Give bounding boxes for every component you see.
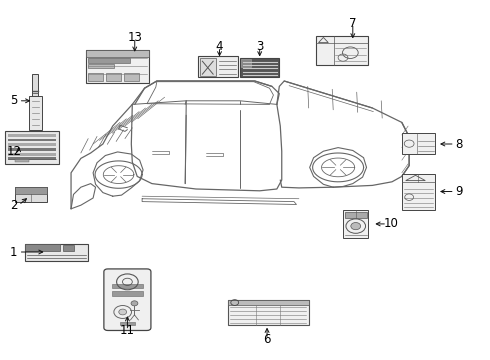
Bar (112, 292, 143, 296)
Text: 12: 12 (6, 145, 21, 158)
Bar (88, 64, 114, 68)
Text: 9: 9 (455, 185, 463, 198)
Bar (8, 134, 56, 137)
Bar (15, 159, 29, 162)
Text: 7: 7 (349, 17, 357, 30)
Bar (86, 50, 149, 57)
Bar (228, 300, 309, 305)
Bar (343, 210, 368, 238)
Bar (24, 244, 88, 261)
Text: 3: 3 (256, 40, 264, 53)
Bar (316, 36, 368, 65)
Text: 2: 2 (10, 199, 18, 212)
Bar (88, 73, 103, 81)
Bar (5, 131, 59, 164)
Bar (29, 96, 42, 130)
Bar (8, 143, 56, 146)
Bar (15, 187, 47, 202)
Bar (15, 187, 47, 194)
Bar (124, 73, 139, 81)
Bar (120, 322, 135, 325)
Circle shape (131, 301, 138, 306)
Circle shape (351, 222, 361, 230)
Text: 5: 5 (10, 94, 18, 107)
Bar (8, 153, 56, 156)
Bar (8, 148, 56, 151)
Bar (200, 58, 216, 76)
Text: 6: 6 (263, 333, 271, 346)
Bar (8, 157, 56, 160)
Bar (32, 74, 38, 97)
Bar (24, 244, 60, 252)
FancyBboxPatch shape (104, 269, 151, 330)
Bar (86, 50, 149, 83)
Bar (241, 59, 251, 67)
Bar (228, 300, 309, 325)
Bar (402, 174, 435, 210)
Text: 10: 10 (384, 217, 398, 230)
Bar (198, 56, 238, 77)
Bar (112, 284, 143, 288)
Text: 8: 8 (455, 138, 463, 150)
Bar (8, 139, 56, 141)
Bar (345, 212, 367, 218)
Circle shape (119, 309, 126, 315)
Bar (106, 73, 121, 81)
Text: 13: 13 (127, 31, 142, 44)
Text: 1: 1 (10, 246, 18, 258)
Bar (240, 58, 279, 77)
Bar (402, 133, 435, 154)
Text: 11: 11 (120, 324, 135, 337)
Text: 4: 4 (216, 40, 223, 53)
Bar (88, 58, 129, 63)
Bar (63, 244, 74, 252)
